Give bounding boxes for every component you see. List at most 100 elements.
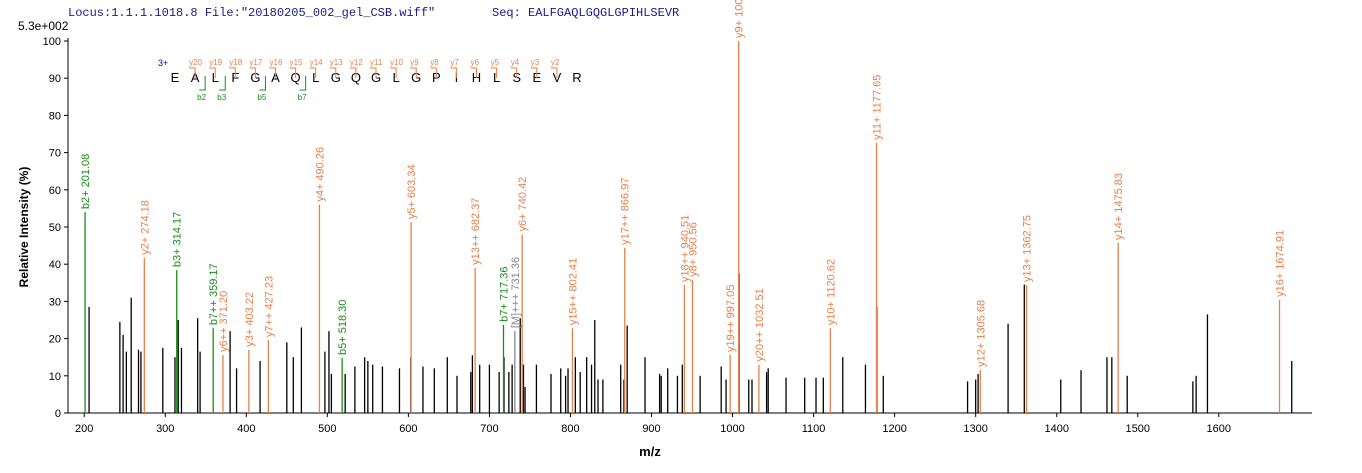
y-ion-label: y17 [249, 58, 262, 67]
peak-label: y3+ 403.22 [244, 292, 256, 347]
peak-label: b3+ 314.17 [172, 212, 184, 267]
y-ion-bracket [269, 67, 276, 78]
b-ion-bracket [199, 76, 206, 91]
peak-label: y14+ 1475.83 [1113, 173, 1125, 240]
peak-label: y7++ 427.23 [263, 276, 275, 337]
y-ion-label: y13 [330, 58, 343, 67]
peak-label: b7+ 717.36 [498, 266, 510, 321]
y-ion-label: y8 [430, 58, 439, 67]
sequence-label: Seq: EALFGAQLGQGLGPIHLSEVR [492, 6, 679, 20]
peak-label: y9+ 1007.55 [734, 0, 746, 38]
y-ion-bracket [309, 67, 317, 78]
peak-label: y18++ 940.51 [679, 215, 691, 282]
y-ion-bracket [370, 67, 377, 78]
peak-label: y16+ 1674.91 [1275, 230, 1287, 297]
y-tick-label: 70 [49, 148, 61, 160]
x-tick-label: 1500 [1126, 423, 1150, 435]
x-tick-label: 1100 [802, 423, 826, 435]
peak-label: b5+ 518.30 [337, 300, 349, 355]
y-ion-label: y19 [209, 58, 222, 67]
y-tick-label: 60 [49, 185, 61, 197]
x-tick-label: 500 [318, 423, 336, 435]
y-tick-label: 20 [49, 334, 61, 346]
peak-label: y6++ 371.20 [218, 291, 230, 352]
y-ion-label: y7 [450, 58, 459, 67]
peak-label: y17++ 866.97 [620, 178, 632, 245]
y-ion-bracket [530, 67, 538, 78]
scale-label: 5.3e+002 [18, 19, 69, 33]
x-tick-label: 1400 [1044, 423, 1068, 435]
y-tick-label: 0 [55, 408, 61, 420]
x-tick-label: 700 [480, 423, 498, 435]
y-ion-label: y9 [410, 58, 419, 67]
y-ion-bracket [490, 67, 498, 78]
peak-label: y13++ 682.37 [470, 198, 482, 265]
y-ion-bracket [249, 67, 256, 78]
x-tick-label: 200 [75, 423, 93, 435]
x-tick-label: 1600 [1207, 423, 1231, 435]
y-ion-bracket [410, 67, 417, 78]
y-ion-label: y16 [270, 58, 283, 67]
x-tick-label: 300 [156, 423, 174, 435]
y-ion-bracket [450, 67, 457, 78]
y-ion-label: y4 [511, 58, 520, 67]
y-tick-label: 50 [49, 222, 61, 234]
y-ion-bracket [289, 67, 297, 78]
x-tick-label: 1200 [882, 423, 906, 435]
y-tick-label: 100 [43, 36, 61, 48]
y-ion-label: y11 [370, 58, 383, 67]
y-ion-bracket [349, 67, 357, 78]
y-ion-bracket [470, 67, 477, 78]
b-ion-bracket [219, 76, 226, 91]
peak-label: y12+ 1305.68 [975, 300, 987, 367]
peak-label: b7++ 359.17 [208, 263, 220, 325]
y-ion-bracket [390, 67, 397, 78]
y-ion-label: y5 [491, 58, 500, 67]
y-tick-label: 10 [49, 371, 61, 383]
y-ion-label: y15 [290, 58, 303, 67]
y-ion-bracket [510, 67, 518, 78]
y-ion-label: y3 [531, 58, 540, 67]
peak-label: y20++ 1032.51 [754, 288, 766, 361]
residue: R [572, 70, 581, 85]
peak-label: y15++ 802.41 [567, 258, 579, 325]
y-tick-label: 40 [49, 259, 61, 271]
b-ion-bracket [299, 76, 307, 91]
peak-label: y8+ 950.56 [687, 222, 699, 277]
b-ion-label: b5 [257, 93, 266, 102]
x-tick-label: 1300 [963, 423, 987, 435]
y-tick-label: 30 [49, 296, 61, 308]
x-tick-label: 400 [237, 423, 255, 435]
y-ion-bracket [189, 67, 196, 78]
peak-label: y4+ 490.26 [314, 147, 326, 202]
x-tick-label: 900 [642, 423, 660, 435]
y-ion-label: y6 [471, 58, 480, 67]
peak-label: y10+ 1120.62 [825, 259, 837, 325]
peak-label: y6+ 740.42 [517, 177, 529, 232]
y-ion-bracket [229, 67, 236, 78]
b-ion-label: b2 [197, 93, 206, 102]
y-axis-label: Relative Intensity (%) [17, 167, 31, 288]
y-ion-bracket [430, 67, 437, 78]
y-ion-bracket [209, 67, 216, 78]
x-tick-label: 600 [399, 423, 417, 435]
b-ion-label: b7 [298, 93, 307, 102]
y-ion-label: y14 [310, 58, 323, 67]
peak-label: b2+ 201.08 [80, 154, 92, 209]
y-ion-bracket [329, 67, 337, 78]
y-tick-label: 90 [49, 73, 61, 85]
y-ion-label: y18 [229, 58, 242, 67]
peak-label: y19++ 997.05 [725, 285, 737, 352]
peak-label: y2+ 274.18 [139, 200, 151, 255]
y-ion-label: y20 [189, 58, 202, 67]
b-ion-bracket [259, 76, 266, 91]
y-ion-label: y12 [350, 58, 363, 67]
peak-label: [M]+++ 731.36 [510, 257, 522, 328]
x-tick-label: 1000 [720, 423, 744, 435]
x-tick-label: 800 [561, 423, 579, 435]
y-ion-label: y10 [390, 58, 403, 67]
chart-title: Locus:1.1.1.1018.8 File:"20180205_002_ge… [68, 6, 435, 20]
charge-label: 3+ [158, 58, 168, 68]
residue: E [171, 70, 180, 85]
